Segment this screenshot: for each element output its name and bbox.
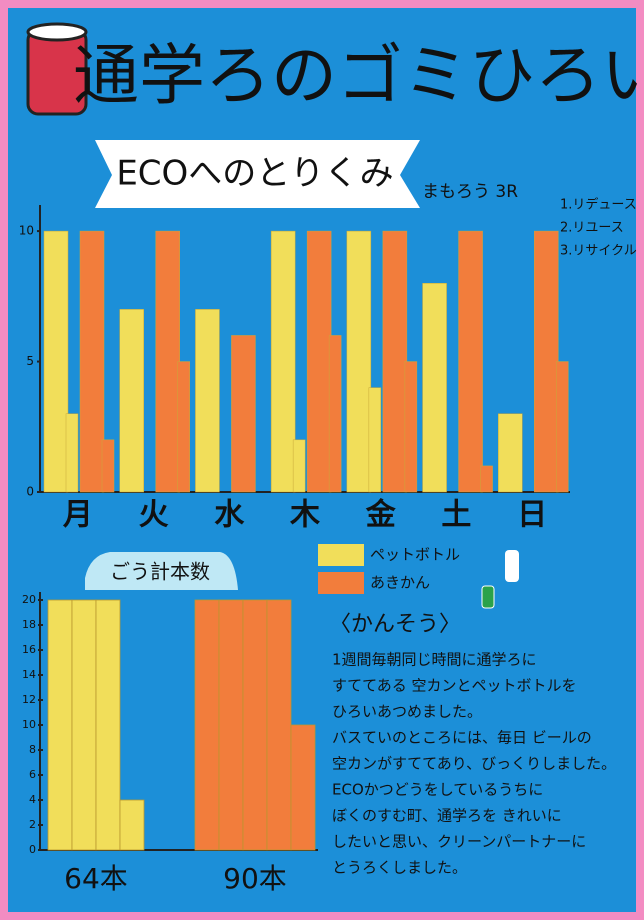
bar xyxy=(195,309,220,493)
group-label: 90本 xyxy=(223,862,287,895)
bar xyxy=(242,599,268,851)
subtitle: ECOへのとりくみ xyxy=(116,154,393,194)
motto: まもろう 3R xyxy=(422,182,518,202)
x-tick-label: 土 xyxy=(441,498,471,533)
bar xyxy=(79,230,105,493)
legend-label: あきかん xyxy=(370,574,430,592)
x-tick-label: 木 xyxy=(289,498,320,533)
x-tick-label: 日 xyxy=(517,498,547,533)
impression-line: ECOかつどうをしているうちに xyxy=(332,781,543,799)
y-tick-label: 20 xyxy=(22,593,36,606)
impression-line: すててある 空カンとペットボトルを xyxy=(332,677,576,695)
bar xyxy=(119,309,144,493)
x-tick-label: 月 xyxy=(63,498,93,533)
y-tick-label: 2 xyxy=(29,818,36,831)
y-tick-label: 0 xyxy=(26,485,34,499)
impression-line: バスていのところには、毎日 ビールの xyxy=(332,729,592,747)
bar xyxy=(194,599,220,851)
x-tick-label: 金 xyxy=(365,498,397,533)
bottle-icon xyxy=(505,550,519,582)
bar xyxy=(382,230,408,493)
impression-line: 空カンがすててあり、びっくりしました。 xyxy=(332,755,616,773)
bar xyxy=(155,230,180,493)
bar xyxy=(458,230,483,493)
bar xyxy=(292,439,306,493)
subtitle-banner xyxy=(95,140,420,208)
bar xyxy=(65,413,79,493)
three-r-item: 1.リデュース xyxy=(560,197,637,213)
total-label-tab xyxy=(85,552,238,590)
impression-line: ひろいあつめました。 xyxy=(332,703,482,721)
bar xyxy=(47,599,73,851)
bar xyxy=(95,599,121,851)
y-tick-label: 4 xyxy=(29,793,36,806)
bar xyxy=(218,599,244,851)
impression-line: 1週間毎朝同じ時間に通学ろに xyxy=(332,651,537,669)
bar xyxy=(270,230,296,493)
y-tick-label: 14 xyxy=(22,668,36,681)
bar xyxy=(43,230,69,493)
bar xyxy=(368,387,382,493)
bar xyxy=(480,465,493,493)
bar xyxy=(101,439,115,493)
bar xyxy=(306,230,332,493)
y-tick-label: 10 xyxy=(22,718,36,731)
legend-label: ペットボトル xyxy=(370,546,460,564)
bar xyxy=(422,283,447,493)
impression-line: とうろくしました。 xyxy=(332,859,467,877)
y-tick-label: 12 xyxy=(22,693,36,706)
impressions-heading: 〈かんそう〉 xyxy=(329,612,461,637)
y-tick-label: 8 xyxy=(29,743,36,756)
bar xyxy=(119,799,145,851)
bar xyxy=(290,724,316,851)
y-tick-label: 18 xyxy=(22,618,36,631)
can-drawing xyxy=(26,22,88,116)
bar xyxy=(498,413,523,493)
group-label: 64本 xyxy=(64,862,128,895)
legend-swatch xyxy=(318,572,364,594)
bar xyxy=(534,230,559,493)
x-tick-label: 水 xyxy=(214,498,245,533)
bar xyxy=(71,599,97,851)
y-tick-label: 5 xyxy=(26,354,34,368)
y-tick-label: 0 xyxy=(29,843,36,856)
y-tick-label: 16 xyxy=(22,643,36,656)
bar xyxy=(266,599,292,851)
impression-line: したいと思い、クリーンパートナーに xyxy=(332,833,586,851)
bar xyxy=(231,335,256,493)
y-tick-label: 10 xyxy=(19,224,34,238)
x-tick-label: 火 xyxy=(139,498,169,533)
poster-title: 通学ろのゴミひろい xyxy=(73,37,644,114)
bar xyxy=(346,230,372,493)
impression-line: ぼくのすむ町、通学ろを きれいに xyxy=(332,807,562,825)
bar xyxy=(404,361,418,493)
y-tick-label: 6 xyxy=(29,768,36,781)
legend-swatch xyxy=(318,544,364,566)
bar xyxy=(328,335,342,493)
bar xyxy=(177,361,190,493)
can-icon xyxy=(481,585,495,609)
chart-title: ごう計本数 xyxy=(110,560,210,584)
three-r-item: 3.リサイクル xyxy=(560,244,637,259)
bar xyxy=(556,361,569,493)
three-r-item: 2.リユース xyxy=(560,221,624,236)
